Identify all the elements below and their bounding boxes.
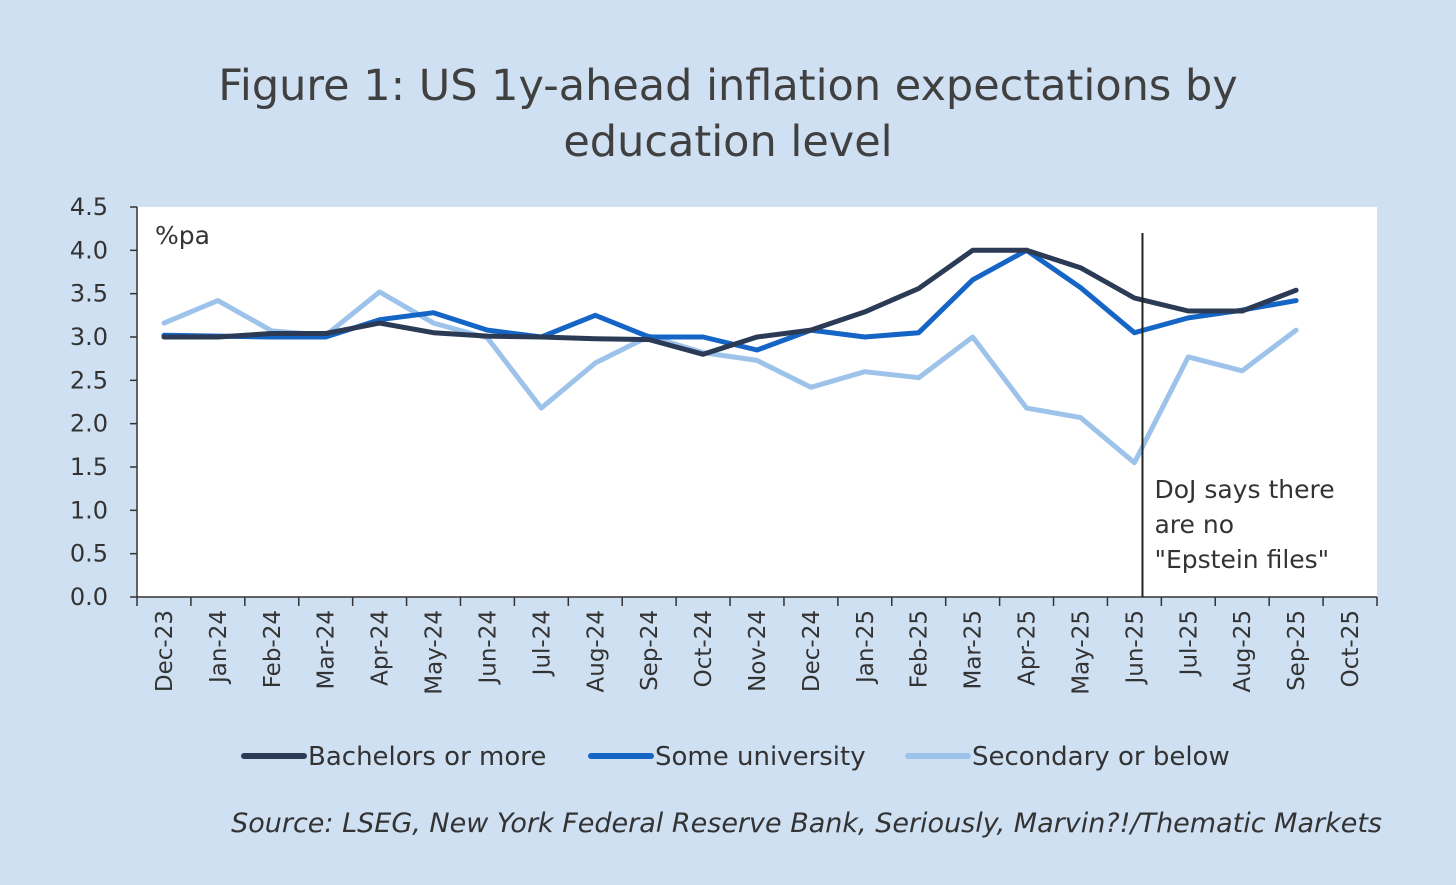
- x-tick-label: Jun-24: [475, 610, 501, 686]
- x-tick-label: Apr-25: [1015, 610, 1041, 686]
- x-tick-label: May-24: [422, 610, 448, 695]
- x-tick-label: Feb-24: [260, 610, 286, 688]
- x-tick-label: Aug-25: [1230, 610, 1256, 692]
- y-tick-label: 2.5: [70, 366, 108, 394]
- source-note: Source: LSEG, New York Federal Reserve B…: [231, 808, 1382, 839]
- x-tick-label: Jun-25: [1122, 610, 1148, 686]
- x-tick-label: Dec-23: [152, 610, 178, 692]
- x-tick-label: Feb-25: [907, 610, 933, 688]
- series-line-secondary-or-below: [161, 289, 1299, 466]
- x-tick-label: Sep-24: [637, 610, 663, 691]
- x-tick-label: Oct-24: [691, 610, 717, 687]
- legend-label: Bachelors or more: [308, 742, 546, 772]
- x-axis: Dec-23 Jan-24 Feb-24 Mar-24 Apr-24 May-24 Jun-…: [136, 596, 1378, 695]
- legend: Bachelors or more Some university Secondar…: [241, 742, 1230, 772]
- x-tick-label: Jan-25: [853, 610, 879, 685]
- x-tick-label: May-25: [1068, 610, 1094, 695]
- legend-label: Some university: [655, 742, 866, 772]
- x-tick-label: Jan-24: [206, 610, 232, 685]
- event-annotation-text: DoJ says there: [1154, 475, 1334, 504]
- event-annotation-text: "Epstein files": [1154, 545, 1329, 574]
- x-tick-label: Nov-24: [745, 610, 771, 692]
- y-tick-label: 0.0: [70, 583, 108, 611]
- plot-area: [137, 207, 1377, 597]
- x-tick-label: Dec-24: [799, 610, 825, 692]
- x-tick-label: Aug-24: [583, 610, 609, 692]
- series-line-bachelors-or-more: [161, 247, 1299, 357]
- x-tick-label: Mar-24: [314, 610, 340, 690]
- y-tick-label: 1.5: [70, 453, 108, 481]
- chart-title: Figure 1: US 1y-ahead inflation expectat…: [218, 61, 1238, 167]
- series-layer: [161, 247, 1299, 466]
- y-tick-label: 3.5: [70, 280, 108, 308]
- x-tick-label: Oct-25: [1338, 610, 1364, 687]
- x-tick-label: Jul-25: [1176, 610, 1202, 677]
- y-axis-unit-label: %pa: [155, 221, 210, 250]
- y-tick-label: 4.0: [70, 236, 108, 264]
- x-tick-label: Apr-24: [368, 610, 394, 686]
- event-annotation-text: are no: [1154, 510, 1234, 539]
- legend-label: Secondary or below: [972, 742, 1230, 772]
- y-tick-label: 3.0: [70, 323, 108, 351]
- x-tick-label: Mar-25: [961, 610, 987, 690]
- x-tick-label: Jul-24: [529, 610, 555, 677]
- y-tick-label: 0.5: [70, 540, 108, 568]
- y-tick-label: 2.0: [70, 410, 108, 438]
- event-annotation: DoJ says there are no "Epstein files": [1141, 233, 1335, 597]
- y-tick-label: 1.0: [70, 496, 108, 524]
- y-axis: 0.0 0.5 1.0 1.5 2.0 2.5 3.0 3.5 4.0 4.5: [70, 193, 138, 611]
- y-tick-label: 4.5: [70, 193, 108, 221]
- x-tick-label: Sep-25: [1284, 610, 1310, 691]
